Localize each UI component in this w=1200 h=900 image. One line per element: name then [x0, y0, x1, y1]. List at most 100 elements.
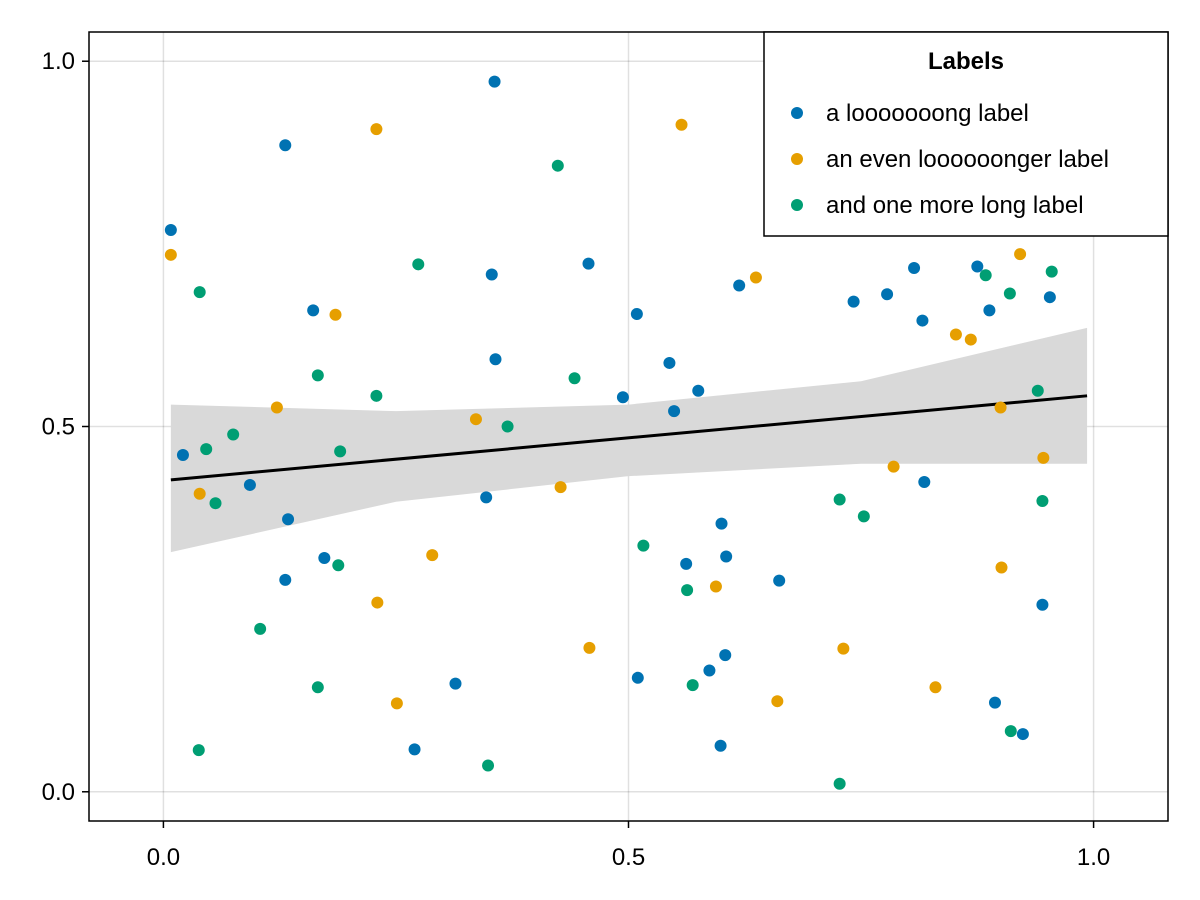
legend-marker: [791, 153, 803, 165]
data-point-series-2: [554, 481, 567, 494]
data-point-series-1: [715, 517, 728, 530]
legend-items: a looooooong label an even loooooonger la…: [791, 100, 1109, 219]
data-point-series-1: [719, 649, 732, 662]
data-point-series-2: [270, 401, 283, 414]
data-point-series-3: [209, 497, 222, 510]
data-point-series-3: [332, 559, 345, 572]
data-point-series-1: [630, 307, 643, 320]
data-point-series-2: [949, 328, 962, 341]
data-point-series-1: [243, 478, 256, 491]
legend-label: and one more long label: [826, 192, 1084, 219]
data-point-series-3: [1031, 384, 1044, 397]
data-point-series-3: [568, 372, 581, 385]
data-point-series-1: [408, 743, 421, 756]
data-point-series-3: [1003, 287, 1016, 300]
data-point-series-3: [482, 759, 495, 772]
legend-box: [763, 31, 1169, 237]
data-point-series-1: [318, 552, 331, 564]
data-point-series-2: [583, 641, 596, 654]
axis-ticks: 0.0 0.5 1.0 0.0 0.5 1.0: [42, 48, 1111, 871]
data-point-series-2: [929, 681, 942, 694]
data-point-series-1: [449, 677, 462, 690]
data-point-series-3: [311, 681, 324, 694]
data-points: [164, 75, 1058, 790]
data-point-series-1: [918, 476, 931, 489]
data-point-series-3: [637, 539, 650, 552]
data-point-series-3: [833, 493, 846, 506]
data-point-series-1: [279, 139, 292, 152]
data-point-series-3: [200, 443, 213, 456]
data-point-series-1: [164, 223, 177, 236]
legend-marker: [791, 199, 803, 211]
data-point-series-3: [501, 420, 514, 433]
data-point-series-3: [412, 258, 425, 271]
data-point-series-1: [616, 391, 629, 404]
data-point-series-1: [703, 664, 716, 677]
data-point-series-2: [426, 549, 439, 562]
data-point-series-2: [164, 248, 177, 261]
legend-label: a looooooong label: [826, 100, 1029, 127]
data-point-series-2: [887, 460, 900, 473]
data-point-series-2: [749, 271, 762, 284]
data-point-series-3: [192, 744, 205, 757]
data-point-series-1: [916, 314, 929, 327]
data-point-series-3: [551, 159, 564, 172]
data-point-series-2: [964, 333, 977, 346]
data-point-series-3: [334, 445, 347, 458]
data-point-series-2: [1014, 248, 1027, 261]
data-point-series-1: [720, 550, 733, 563]
data-point-series-2: [771, 695, 784, 708]
data-point-series-2: [709, 580, 722, 593]
data-point-series-2: [390, 697, 403, 710]
data-point-series-1: [1036, 598, 1049, 611]
data-point-series-3: [979, 269, 992, 282]
confidence-band-area: [170, 327, 1088, 553]
data-point-series-1: [971, 260, 984, 273]
regression-line: [170, 394, 1088, 482]
data-point-series-3: [857, 510, 870, 523]
data-point-series-1: [881, 288, 894, 301]
data-point-series-1: [582, 257, 595, 270]
data-point-series-1: [773, 574, 786, 587]
data-point-series-1: [1043, 291, 1056, 304]
data-point-series-2: [370, 123, 383, 136]
legend-label: an even loooooonger label: [826, 146, 1109, 173]
data-point-series-1: [282, 513, 295, 526]
x-tick-label: 0.5: [612, 844, 645, 871]
data-point-series-1: [279, 573, 292, 586]
data-point-series-3: [1036, 495, 1049, 508]
data-point-series-1: [668, 405, 681, 418]
data-point-series-1: [908, 261, 921, 274]
y-tick-label: 0.0: [42, 779, 75, 806]
data-point-series-2: [1037, 451, 1050, 464]
x-tick-label: 0.0: [147, 844, 180, 871]
data-point-series-1: [988, 696, 1001, 709]
data-point-series-1: [714, 739, 727, 752]
data-point-series-3: [1004, 725, 1017, 738]
data-point-series-3: [193, 286, 206, 299]
data-point-series-3: [254, 622, 267, 635]
data-point-series-3: [1045, 265, 1058, 278]
data-point-series-2: [371, 596, 384, 609]
data-point-series-1: [485, 268, 498, 281]
data-point-series-1: [480, 491, 493, 504]
data-point-series-1: [488, 75, 501, 88]
data-point-series-1: [663, 356, 676, 369]
y-tick-label: 1.0: [42, 48, 75, 75]
data-point-series-2: [469, 413, 482, 426]
data-point-series-2: [329, 308, 342, 321]
data-point-series-3: [227, 428, 240, 441]
data-point-series-1: [847, 295, 860, 308]
data-point-series-1: [983, 304, 996, 317]
data-point-series-2: [837, 642, 850, 655]
data-point-series-1: [1016, 728, 1029, 741]
data-point-series-3: [686, 679, 699, 692]
legend-marker: [791, 107, 803, 119]
data-point-series-3: [833, 777, 846, 790]
data-point-series-3: [681, 584, 694, 597]
confidence-band: [170, 327, 1088, 553]
data-point-series-1: [307, 304, 320, 317]
data-point-series-1: [733, 279, 746, 292]
data-point-series-1: [692, 384, 705, 397]
